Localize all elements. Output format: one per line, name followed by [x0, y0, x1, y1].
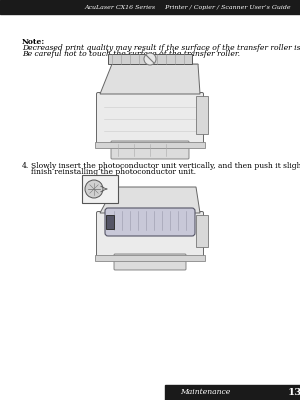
Text: AcuLaser CX16 Series     Printer / Copier / Scanner User’s Guide: AcuLaser CX16 Series Printer / Copier / … [84, 5, 291, 10]
FancyBboxPatch shape [97, 92, 203, 146]
Text: finish reinstalling the photoconductor unit.: finish reinstalling the photoconductor u… [31, 168, 196, 176]
Polygon shape [100, 64, 200, 94]
FancyBboxPatch shape [111, 141, 189, 159]
FancyBboxPatch shape [97, 212, 203, 258]
Bar [108, 54, 192, 64]
Text: Maintenance: Maintenance [180, 388, 230, 396]
Bar [95, 142, 205, 148]
FancyBboxPatch shape [105, 208, 195, 236]
Bar [106, 215, 114, 229]
Bar [95, 255, 205, 261]
Polygon shape [100, 187, 200, 213]
Bar [196, 96, 208, 134]
Text: Be careful not to touch the surface of the transfer roller.: Be careful not to touch the surface of t… [22, 50, 240, 58]
Text: 4.: 4. [22, 162, 29, 170]
FancyBboxPatch shape [114, 254, 186, 270]
Bar [82, 175, 118, 203]
Text: 138: 138 [288, 388, 300, 397]
Text: Slowly insert the photoconductor unit vertically, and then push it slightly down: Slowly insert the photoconductor unit ve… [31, 162, 300, 170]
Circle shape [144, 53, 156, 65]
Circle shape [85, 180, 103, 198]
Text: Decreased print quality may result if the surface of the transfer roller is touc: Decreased print quality may result if th… [22, 44, 300, 52]
Bar [196, 215, 208, 247]
Text: Note:: Note: [22, 38, 45, 46]
